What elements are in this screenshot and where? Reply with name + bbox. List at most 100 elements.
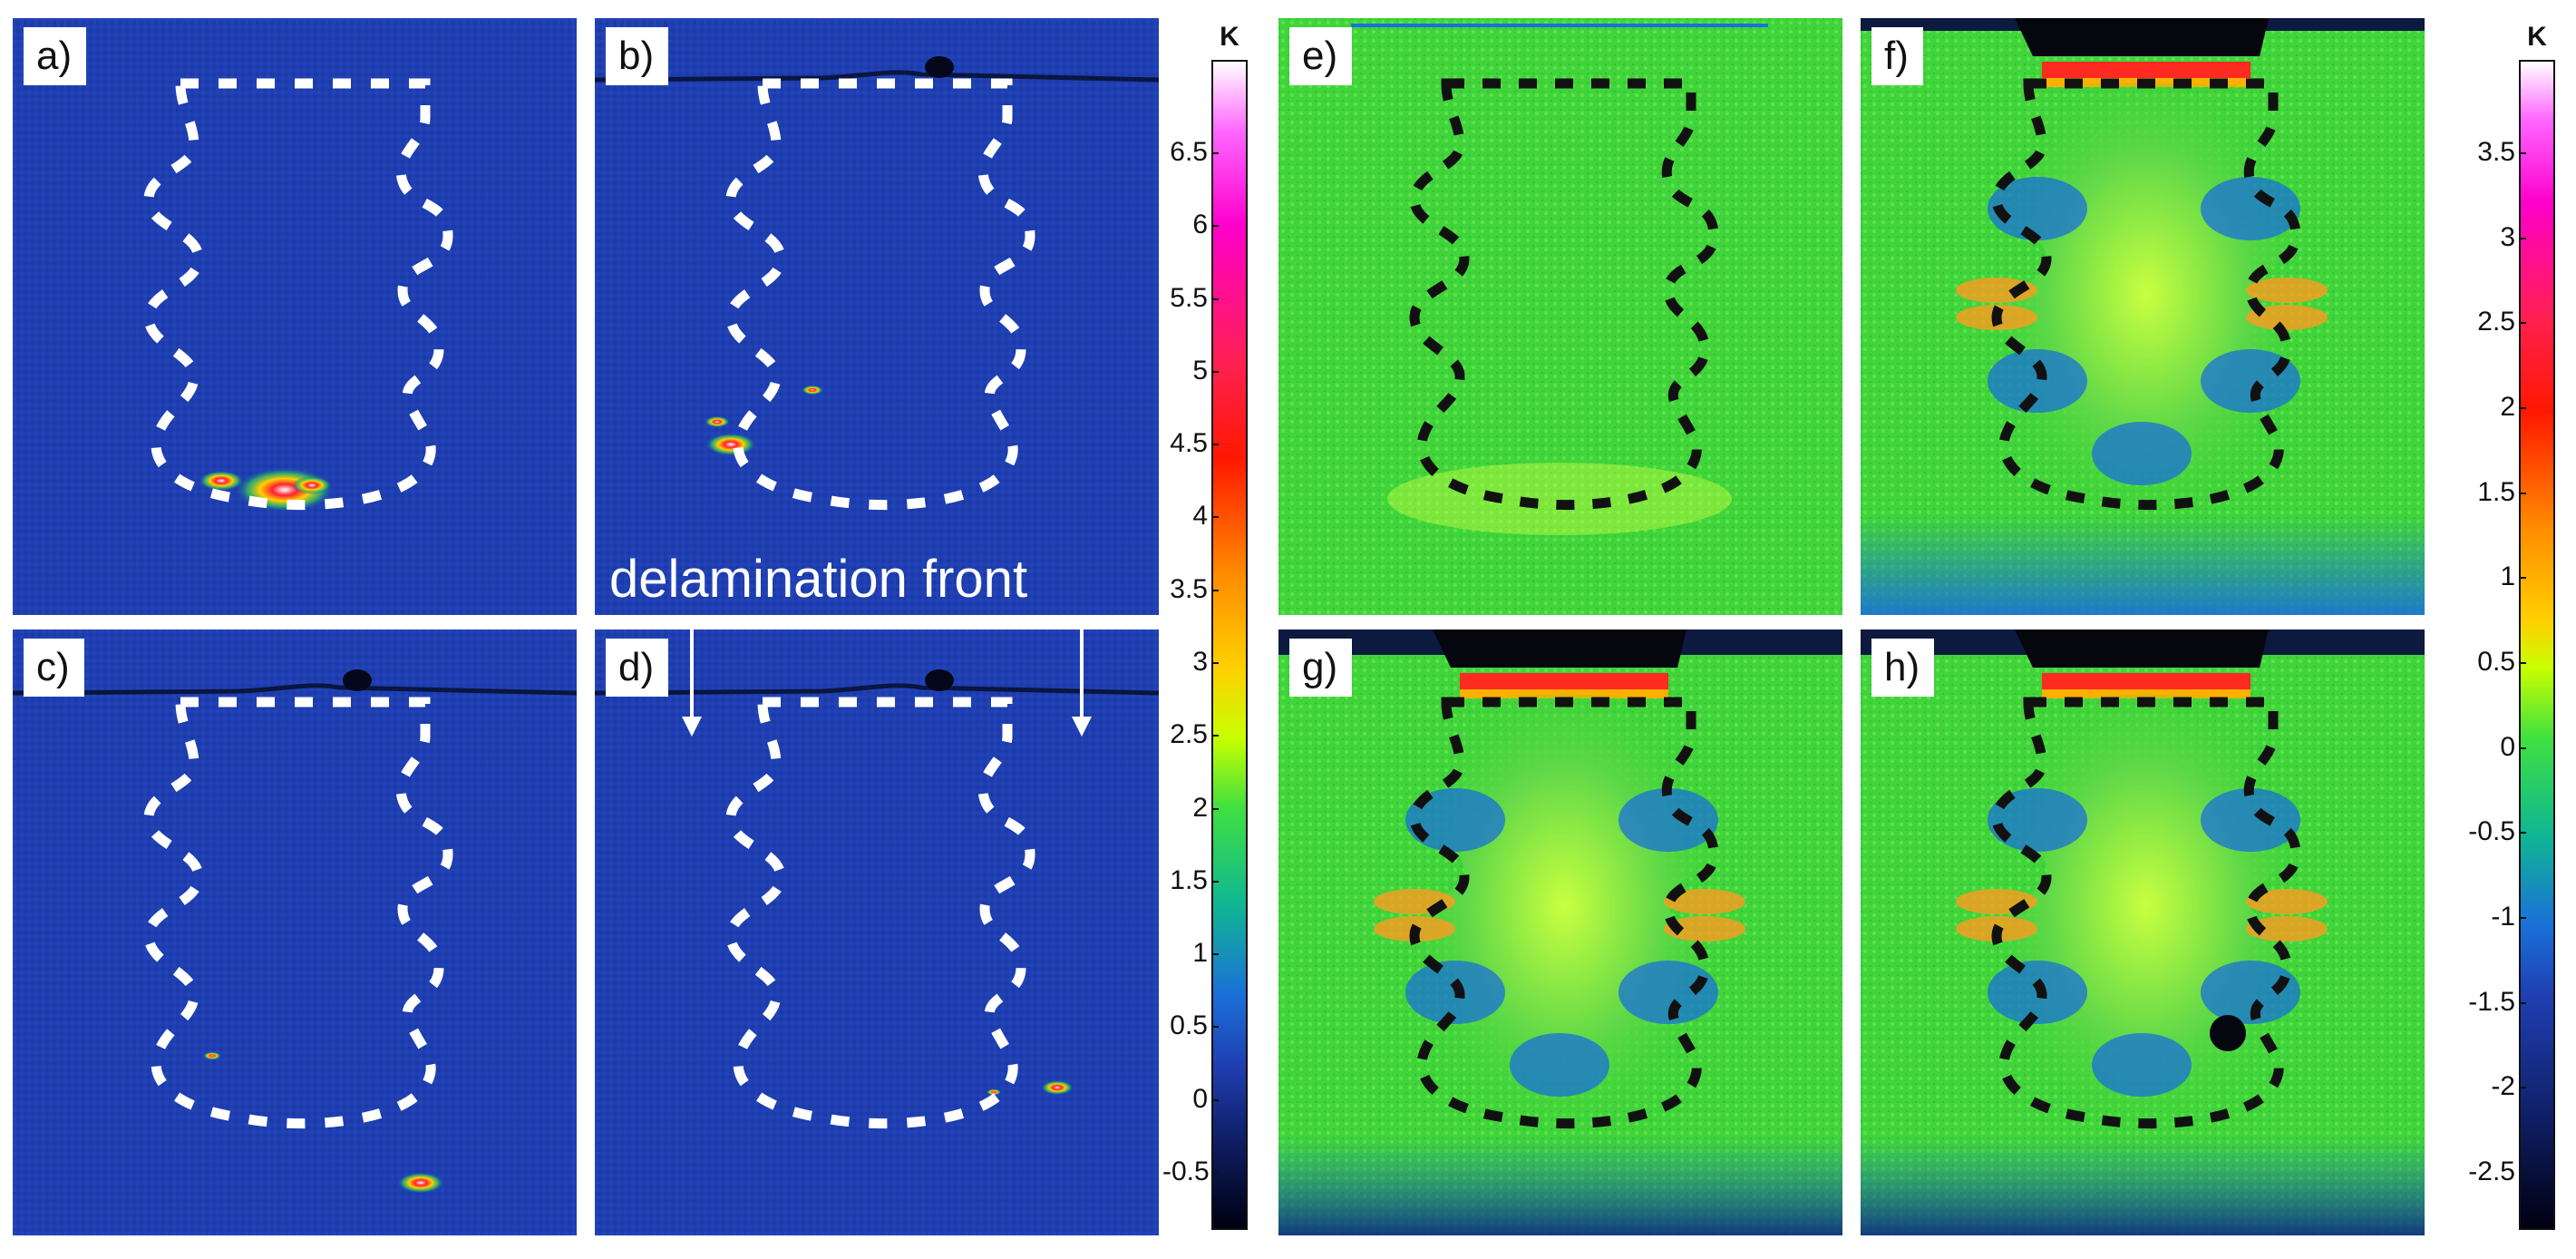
warm-band <box>1460 689 1668 698</box>
cool-region <box>2201 177 2300 240</box>
thermal-map-b <box>595 18 1159 615</box>
specimen-outline <box>1409 78 1719 511</box>
crack-line <box>595 70 1159 83</box>
warm-region <box>2246 889 2328 914</box>
colorbar-tick-label: -2 <box>2491 1071 2515 1102</box>
hot-spot <box>987 1088 1001 1096</box>
cool-region <box>1988 177 2087 240</box>
colorbar-tick-mark <box>1211 370 1219 373</box>
colorbar-tick-label: 0 <box>2500 731 2515 762</box>
edge-glow <box>1861 1136 2425 1235</box>
arrow-down-icon <box>682 630 702 737</box>
colorbar-tick-label: 6 <box>1192 210 1208 240</box>
warm-region <box>2246 278 2328 303</box>
cool-region <box>2201 788 2300 852</box>
cool-region <box>1619 961 1718 1024</box>
warm-band <box>2042 689 2250 698</box>
colorbar-tick-mark <box>2519 662 2526 664</box>
cool-region <box>1619 788 1718 852</box>
colorbar-tick-mark <box>1211 807 1219 810</box>
colorbar-tick-label: 1 <box>1192 938 1208 969</box>
thermal-map-g <box>1278 630 1842 1235</box>
panel-e: e) <box>1278 18 1842 615</box>
hot-band <box>2042 62 2250 78</box>
specimen-outline <box>143 78 453 511</box>
clamp-shadow <box>2015 18 2269 56</box>
specimen-outline <box>1991 78 2301 511</box>
colorbar-tick-label: 5 <box>1192 355 1208 386</box>
thermal-map-e <box>1278 18 1842 615</box>
colorbar-tick-label: 1 <box>2500 561 2515 592</box>
panel-b: b) <box>595 18 1159 615</box>
panel-h: h) <box>1861 630 2425 1235</box>
colorbar-left: K 6.5 6 5.5 5 4.5 4 3.5 3 2.5 2 1.5 1 0.5 0 -0.5 <box>1162 18 1264 1237</box>
colorbar-gradient <box>1211 60 1248 1230</box>
cool-region <box>2092 1033 2192 1097</box>
colorbar-tick-mark <box>1211 1098 1219 1101</box>
background <box>595 630 1159 1235</box>
panel-c: c) <box>13 630 577 1235</box>
colorbar-tick-label: 0 <box>1192 1083 1208 1114</box>
colorbar-tick-mark <box>2519 237 2526 239</box>
colorbar-tick-label: 6.5 <box>1170 137 1208 167</box>
hot-spot <box>705 415 730 428</box>
colorbar-tick-mark <box>2519 322 2526 325</box>
colorbar-tick-mark <box>1211 735 1219 737</box>
colorbar-tick-label: -0.5 <box>2468 816 2515 847</box>
colorbar-tick-label: 2.5 <box>1170 719 1208 750</box>
colorbar-tick-label: 2 <box>2500 392 2515 422</box>
colorbar-right: K 3.5 3 2.5 2 1.5 1 0.5 0 -0.5 -1 -1.5 -2 -2.5 <box>2430 18 2566 1237</box>
specimen-outline <box>1991 697 2301 1129</box>
hot-spot <box>802 385 823 395</box>
edge-glow <box>1861 515 2425 615</box>
colorbar-tick-mark <box>1211 152 1219 154</box>
colorbar-gradient <box>2519 60 2555 1230</box>
cool-region <box>1988 349 2087 413</box>
colorbar-tick-label: 1.5 <box>2477 476 2515 507</box>
colorbar-tick-label: 2.5 <box>2477 307 2515 337</box>
cool-region <box>1405 788 1505 852</box>
panel-label-f: f) <box>1871 27 1923 85</box>
defect-spot <box>2210 1015 2246 1051</box>
colorbar-tick-mark <box>1211 225 1219 228</box>
colorbar-tick-label: 4.5 <box>1170 428 1208 459</box>
thermal-map-a <box>13 18 577 615</box>
colorbar-tick-label: 0.5 <box>1170 1010 1208 1041</box>
hot-spot <box>203 1051 221 1060</box>
hot-spot <box>199 470 244 492</box>
hot-spot <box>1041 1079 1074 1096</box>
cool-region <box>1510 1033 1609 1097</box>
panel-label-c: c) <box>24 639 84 697</box>
panel-f: f) <box>1861 18 2425 615</box>
defect-spot <box>925 56 954 78</box>
panel-label-h: h) <box>1871 639 1935 697</box>
colorbar-tick-label: -0.5 <box>1162 1157 1210 1186</box>
thermal-map-d <box>595 630 1159 1235</box>
panel-a: a) <box>13 18 577 615</box>
clamp-shadow <box>2015 630 2269 668</box>
colorbar-tick-mark <box>2519 407 2526 409</box>
colorbar-tick-mark <box>1211 953 1219 956</box>
colorbar-tick-label: -2.5 <box>2468 1157 2515 1186</box>
panel-d: d) <box>595 630 1159 1235</box>
colorbar-tick-label: 1.5 <box>1170 864 1208 895</box>
warm-region <box>2246 305 2328 330</box>
colorbar-tick-mark <box>2519 577 2526 580</box>
colorbar-unit: K <box>2527 22 2547 52</box>
warm-region <box>2246 916 2328 942</box>
specimen-outline <box>725 78 1035 511</box>
delamination-front-label: delamination front <box>609 550 1028 609</box>
warm-region <box>1387 463 1732 535</box>
clamp-shadow <box>1433 630 1687 668</box>
hot-spot <box>292 476 332 494</box>
crack-line <box>595 683 1159 696</box>
thermal-map-h <box>1861 630 2425 1235</box>
colorbar-tick-mark <box>1211 298 1219 300</box>
panel-label-e: e) <box>1289 27 1353 85</box>
specimen-outline <box>143 697 453 1129</box>
background <box>13 18 577 615</box>
colorbar-tick-mark <box>2519 917 2526 919</box>
colorbar-tick-mark <box>1211 662 1219 664</box>
thermal-map-c <box>13 630 577 1235</box>
